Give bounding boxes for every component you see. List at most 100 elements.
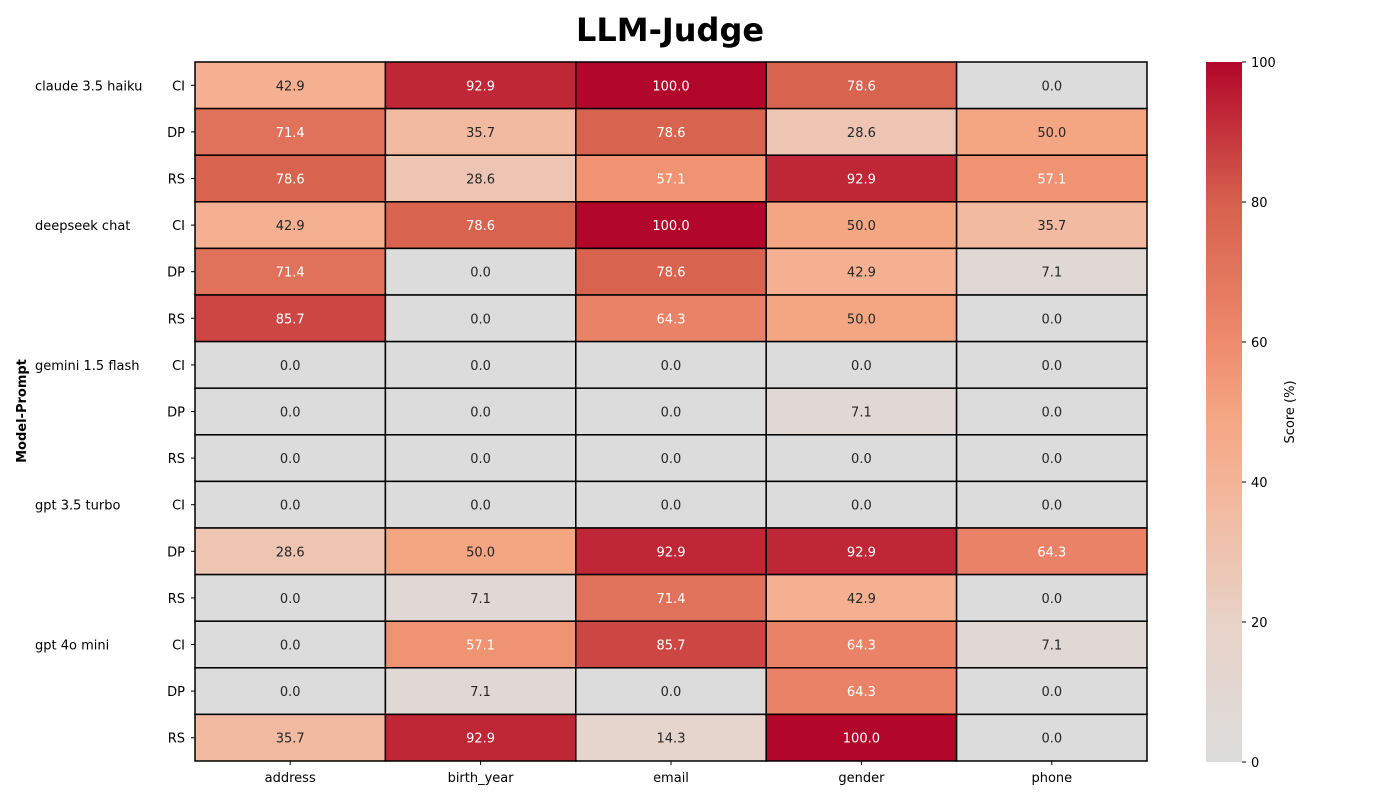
- cell-value-label: 0.0: [280, 406, 301, 421]
- cell-value-label: 0.0: [661, 452, 682, 467]
- cell-value-label: 0.0: [1041, 452, 1062, 467]
- y-tick-model-label: gpt 3.5 turbo: [35, 499, 120, 514]
- heatmap-cell: [765, 480, 958, 529]
- cell-value-label: 35.7: [1037, 219, 1066, 234]
- x-tick-label: gender: [838, 771, 885, 786]
- heatmap-cell: [194, 247, 387, 296]
- cell-value-label: 0.0: [661, 685, 682, 700]
- y-tick-prompt-label: CI: [172, 639, 185, 654]
- cell-value-label: 0.0: [1041, 592, 1062, 607]
- cell-value-label: 71.4: [276, 266, 305, 281]
- y-tick-prompt-label: DP: [167, 406, 185, 421]
- heatmap-cell: [765, 713, 958, 762]
- x-tick-label: address: [265, 771, 316, 786]
- cell-value-label: 0.0: [851, 359, 872, 374]
- cell-value-label: 7.1: [1041, 266, 1062, 281]
- y-tick-prompt-label: RS: [168, 173, 185, 188]
- cell-value-label: 35.7: [276, 732, 305, 747]
- cell-value-label: 0.0: [1041, 685, 1062, 700]
- cell-value-label: 78.6: [657, 266, 686, 281]
- cell-value-label: 64.3: [847, 685, 876, 700]
- heatmap-cell: [575, 61, 767, 110]
- y-tick-prompt-label: RS: [168, 312, 185, 327]
- colorbar: 0 20 40 60 80 100 Score (%): [1206, 56, 1298, 771]
- cell-value-label: 0.0: [470, 266, 491, 281]
- cell-value-label: 42.9: [276, 79, 305, 94]
- heatmap-cell: [575, 713, 767, 762]
- y-tick-model-label: deepseek chat: [35, 219, 130, 234]
- heatmap-cell: [194, 527, 387, 576]
- cell-value-label: 7.1: [470, 685, 491, 700]
- cell-value-label: 0.0: [1041, 732, 1062, 747]
- colorbar-label: Score (%): [1283, 380, 1298, 443]
- heatmap-cell: [384, 201, 577, 250]
- cell-value-label: 50.0: [466, 545, 495, 560]
- heatmap-cell: [955, 527, 1148, 576]
- heatmap-cell: [765, 154, 958, 203]
- heatmap-cell: [384, 294, 577, 343]
- cell-value-label: 7.1: [1041, 639, 1062, 654]
- cell-value-label: 0.0: [470, 406, 491, 421]
- heatmap-cell: [765, 294, 958, 343]
- heatmap-cell: [575, 434, 767, 483]
- heatmap-cell: [194, 387, 387, 436]
- cell-value-label: 100.0: [843, 732, 880, 747]
- cell-value-label: 0.0: [280, 685, 301, 700]
- y-tick-labels: CI claude 3.5 haiku DP RS CI deepseek chat DP R…: [35, 79, 195, 747]
- cell-value-label: 0.0: [851, 452, 872, 467]
- heatmap-cell: [765, 667, 958, 716]
- heatmap-cell: [765, 573, 958, 622]
- cell-value-label: 0.0: [1041, 312, 1062, 327]
- x-tick-label: birth_year: [448, 771, 515, 786]
- cell-value-label: 92.9: [466, 79, 495, 94]
- heatmap-cell: [194, 667, 387, 716]
- cell-value-label: 42.9: [276, 219, 305, 234]
- y-tick-prompt-label: CI: [172, 359, 185, 374]
- cell-value-label: 100.0: [652, 79, 689, 94]
- cell-value-label: 0.0: [470, 452, 491, 467]
- cell-value-label: 78.6: [466, 219, 495, 234]
- cell-value-label: 42.9: [847, 592, 876, 607]
- y-tick-prompt-label: CI: [172, 219, 185, 234]
- y-tick-prompt-label: CI: [172, 79, 185, 94]
- heatmap-cell: [194, 340, 387, 389]
- cell-value-label: 0.0: [1041, 79, 1062, 94]
- cell-value-label: 57.1: [657, 173, 686, 188]
- cell-value-label: 0.0: [661, 406, 682, 421]
- heatmap-cell: [955, 294, 1148, 343]
- cell-value-label: 71.4: [276, 126, 305, 141]
- colorbar-tick-label: 80: [1251, 196, 1268, 211]
- heatmap-cell: [765, 527, 958, 576]
- heatmap-cell: [955, 620, 1148, 669]
- y-axis-label: Model-Prompt: [15, 359, 30, 463]
- cell-value-label: 50.0: [847, 312, 876, 327]
- heatmap-cell: [384, 61, 577, 110]
- cell-value-label: 0.0: [470, 499, 491, 514]
- cell-value-label: 85.7: [657, 639, 686, 654]
- cell-value-label: 57.1: [466, 639, 495, 654]
- heatmap-cell: [384, 387, 577, 436]
- cell-value-label: 28.6: [466, 173, 495, 188]
- cell-value-label: 0.0: [1041, 406, 1062, 421]
- cell-value-label: 0.0: [280, 499, 301, 514]
- heatmap-cell: [194, 620, 387, 669]
- heatmap-cell: [955, 201, 1148, 250]
- heatmap-cell: [194, 573, 387, 622]
- cell-value-label: 28.6: [276, 545, 305, 560]
- y-tick-model-label: gpt 4o mini: [35, 639, 109, 654]
- cell-value-label: 42.9: [847, 266, 876, 281]
- heatmap-cell: [384, 480, 577, 529]
- cell-value-label: 57.1: [1037, 173, 1066, 188]
- y-tick-prompt-label: DP: [167, 685, 185, 700]
- cell-value-label: 78.6: [276, 173, 305, 188]
- y-tick-prompt-label: RS: [168, 592, 185, 607]
- y-tick-prompt-label: DP: [167, 126, 185, 141]
- y-tick-prompt-label: DP: [167, 266, 185, 281]
- cell-value-label: 0.0: [280, 639, 301, 654]
- heatmap-cell: [194, 61, 387, 110]
- cell-value-label: 0.0: [661, 359, 682, 374]
- cell-value-label: 78.6: [657, 126, 686, 141]
- cell-value-label: 0.0: [280, 359, 301, 374]
- heatmap-cell: [955, 107, 1148, 156]
